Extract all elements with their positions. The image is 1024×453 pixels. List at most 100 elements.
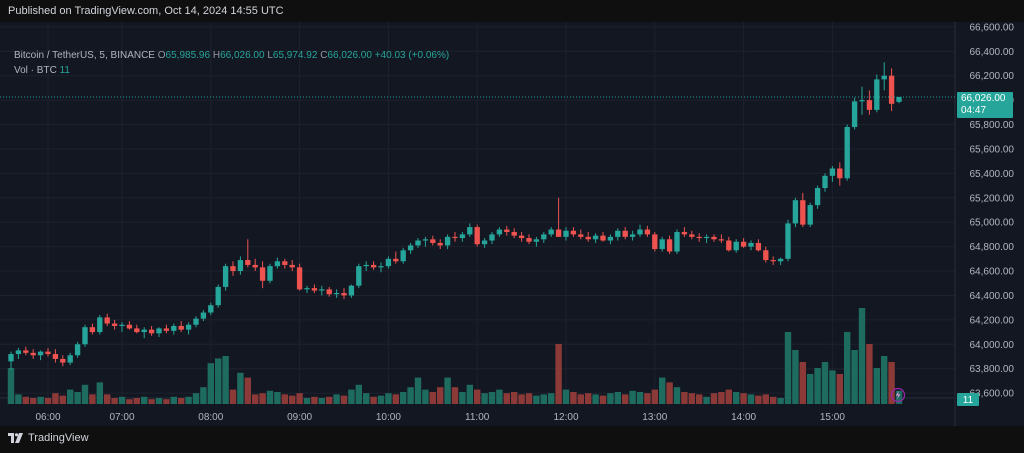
y-tick-label: 66,400.00 [970, 47, 1015, 58]
header-bar: Published on TradingView.com, Oct 14, 20… [0, 0, 1024, 22]
candle-body [393, 258, 399, 262]
volume-bar [67, 389, 74, 404]
candle-body [844, 126, 850, 179]
candle-body [126, 324, 133, 329]
candle-body [67, 355, 73, 363]
last-price-value: 66,026.00 [961, 93, 1006, 104]
volume-bar [562, 389, 570, 404]
tradingview-logo[interactable]: TradingView [8, 432, 89, 444]
y-tick-label: 63,800.00 [970, 364, 1015, 375]
lightning-icon[interactable] [890, 387, 906, 403]
volume-bar [481, 393, 488, 404]
volume-bar [89, 394, 96, 404]
price-axis[interactable]: 63,600.00 63,800.00 64,000.00 64,200.00 64,4… [970, 22, 1015, 399]
candle-body [829, 168, 836, 176]
candle-body [437, 242, 443, 246]
volume-bar [207, 363, 214, 404]
volume-bar [333, 394, 340, 404]
candle-body [726, 240, 732, 251]
volume-bar [614, 392, 621, 404]
candle-body [148, 329, 155, 334]
candle-body [60, 358, 66, 363]
volume-bar [836, 374, 843, 404]
candle-body [578, 234, 584, 237]
volume-bar [636, 392, 644, 404]
volume-bar [155, 398, 163, 404]
x-tick-label: 12:00 [553, 412, 578, 423]
x-tick-label: 08:00 [198, 412, 223, 423]
last-price-tag: 66,026.00 04:47 [957, 91, 1013, 118]
volume-bar [81, 384, 89, 404]
volume-bar [126, 399, 133, 404]
candle-body [689, 234, 695, 237]
y-tick-label: 64,400.00 [970, 291, 1015, 302]
volume-bars [7, 308, 903, 404]
candle-body [326, 289, 332, 295]
candle-body [541, 234, 547, 240]
volume-bar [318, 398, 325, 404]
candle-body [681, 231, 688, 235]
volume-bar [244, 377, 251, 404]
candle-body [444, 236, 451, 246]
x-tick-label: 13:00 [642, 412, 667, 423]
volume-bar [703, 396, 710, 404]
candle-body [259, 267, 266, 281]
time-axis[interactable]: 06:00 07:00 08:00 09:00 10:00 11:00 12:00 13:00… [35, 412, 845, 423]
volume-bar [104, 394, 111, 404]
volume-bar [474, 389, 481, 404]
candle-body [489, 234, 495, 241]
volume-bar [466, 384, 473, 404]
volume-bar [488, 392, 496, 404]
volume-bar [355, 384, 362, 404]
volume-legend[interactable]: Vol · BTC 11 [14, 65, 70, 76]
candle-body [363, 264, 369, 267]
candle-body [526, 238, 532, 242]
volume-bar [740, 393, 747, 404]
volume-bar [289, 395, 296, 404]
candle-body [200, 312, 207, 319]
candle-body [563, 230, 569, 237]
volume-value: 11 [59, 65, 70, 76]
candle-body [8, 354, 14, 362]
high-label: H [212, 50, 221, 61]
volume-bar [326, 396, 333, 404]
y-tick-label: 65,600.00 [970, 144, 1015, 155]
volume-bar [59, 395, 66, 404]
volume-bar [548, 393, 555, 404]
volume-bar [437, 387, 444, 404]
volume-bar [259, 393, 266, 404]
candle-body [733, 241, 739, 251]
x-tick-label: 11:00 [465, 412, 490, 423]
volume-bar [807, 374, 814, 404]
volume-bar [52, 393, 59, 404]
high-value: 66,026.00 [220, 50, 265, 61]
volume-bar [592, 394, 599, 404]
volume-tag: 11 [957, 393, 979, 406]
volume-bar [607, 393, 614, 404]
candle-body [518, 235, 525, 239]
volume-bar [274, 392, 281, 404]
candle-body [311, 288, 318, 291]
chart-area[interactable]: 63,600.00 63,800.00 64,000.00 64,200.00 64,4… [0, 22, 1024, 426]
candle-body [859, 100, 865, 102]
volume-bar [215, 358, 222, 404]
volume-bar [252, 394, 259, 404]
volume-bar [407, 387, 414, 404]
volume-bar [303, 398, 311, 404]
candle-body [607, 236, 614, 241]
volume-bar [659, 377, 666, 404]
volume-bar [718, 392, 725, 404]
y-tick-label: 64,800.00 [970, 242, 1015, 253]
volume-bar [429, 392, 436, 404]
volume-bar [370, 396, 377, 404]
volume-tag-background [957, 393, 979, 406]
open-value: 65,985.96 [165, 50, 211, 61]
volume-bar [311, 396, 318, 404]
volume-bar [400, 392, 407, 404]
x-tick-label: 15:00 [820, 412, 845, 423]
candle-body [252, 264, 258, 268]
symbol-legend[interactable]: Bitcoin / TetherUS, 5, BINANCE O65,985.9… [14, 50, 449, 61]
candlestick-chart[interactable]: 63,600.00 63,800.00 64,000.00 64,200.00 64,4… [0, 22, 1024, 426]
volume-bar [44, 398, 52, 404]
candle-body [400, 250, 406, 262]
